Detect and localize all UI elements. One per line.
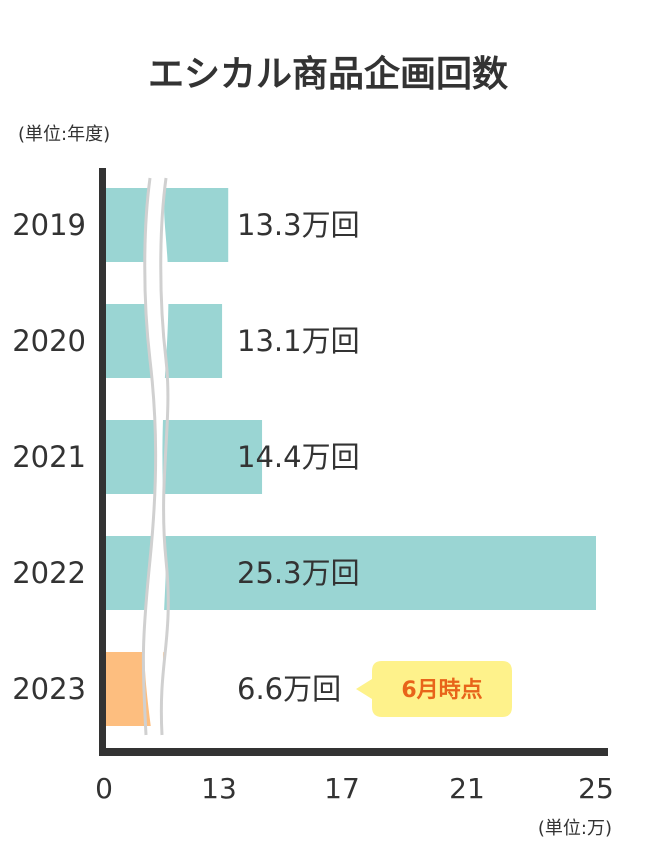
axis-break-line-left — [141, 177, 158, 736]
value-label-2019: 13.3万回 — [237, 208, 360, 242]
x-tick-label: 25 — [578, 772, 614, 805]
axis-break-line-right — [159, 177, 170, 736]
x-axis-line — [99, 748, 608, 756]
bar-2022 — [104, 536, 596, 610]
x-tick-label: 0 — [95, 772, 113, 805]
value-label-2022: 25.3万回 — [237, 556, 360, 590]
category-label-2020: 2020 — [12, 324, 86, 358]
x-tick-label: 13 — [201, 772, 237, 805]
y-axis-line — [99, 168, 106, 756]
value-label-2021: 14.4万回 — [237, 440, 360, 474]
bar-2021 — [104, 420, 263, 494]
value-label-2023: 6.6万回 — [237, 672, 341, 706]
y-axis-unit-label: (単位:年度) — [18, 124, 110, 145]
x-tick-label: 21 — [449, 772, 485, 805]
annotation-text: 6月時点 — [401, 677, 482, 703]
x-axis-unit-label: (単位:万) — [538, 818, 612, 839]
category-label-2021: 2021 — [12, 440, 86, 474]
category-label-2022: 2022 — [12, 556, 86, 590]
x-tick-label: 17 — [324, 772, 360, 805]
annotation-bubble — [356, 661, 512, 717]
category-label-2023: 2023 — [12, 672, 86, 706]
value-label-2020: 13.1万回 — [237, 324, 360, 358]
category-label-2019: 2019 — [12, 208, 86, 242]
chart-title: エシカル商品企画回数 — [148, 53, 508, 95]
